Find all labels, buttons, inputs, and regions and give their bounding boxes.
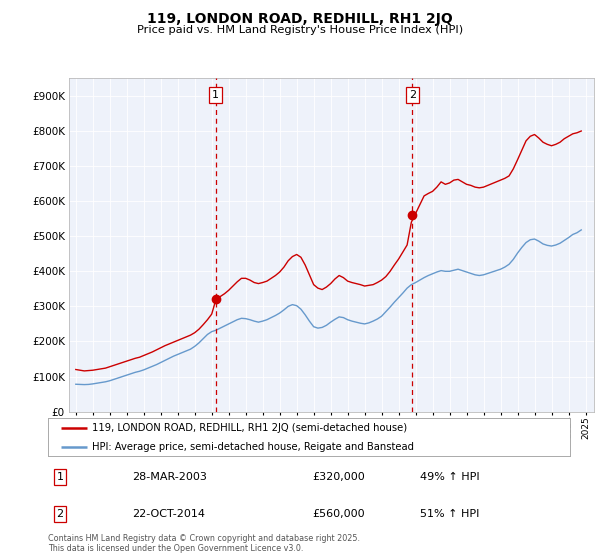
Text: 22-OCT-2014: 22-OCT-2014 — [132, 509, 205, 519]
Text: Price paid vs. HM Land Registry's House Price Index (HPI): Price paid vs. HM Land Registry's House … — [137, 25, 463, 35]
Text: 119, LONDON ROAD, REDHILL, RH1 2JQ: 119, LONDON ROAD, REDHILL, RH1 2JQ — [147, 12, 453, 26]
Text: 119, LONDON ROAD, REDHILL, RH1 2JQ (semi-detached house): 119, LONDON ROAD, REDHILL, RH1 2JQ (semi… — [92, 423, 407, 433]
Text: £560,000: £560,000 — [312, 509, 365, 519]
Text: 1: 1 — [56, 472, 64, 482]
Text: 1: 1 — [212, 90, 219, 100]
Text: 28-MAR-2003: 28-MAR-2003 — [132, 472, 207, 482]
Text: Contains HM Land Registry data © Crown copyright and database right 2025.
This d: Contains HM Land Registry data © Crown c… — [48, 534, 360, 553]
Text: 51% ↑ HPI: 51% ↑ HPI — [420, 509, 479, 519]
Text: 2: 2 — [56, 509, 64, 519]
Text: 49% ↑ HPI: 49% ↑ HPI — [420, 472, 479, 482]
Text: HPI: Average price, semi-detached house, Reigate and Banstead: HPI: Average price, semi-detached house,… — [92, 442, 415, 452]
Text: 2: 2 — [409, 90, 416, 100]
Text: £320,000: £320,000 — [312, 472, 365, 482]
